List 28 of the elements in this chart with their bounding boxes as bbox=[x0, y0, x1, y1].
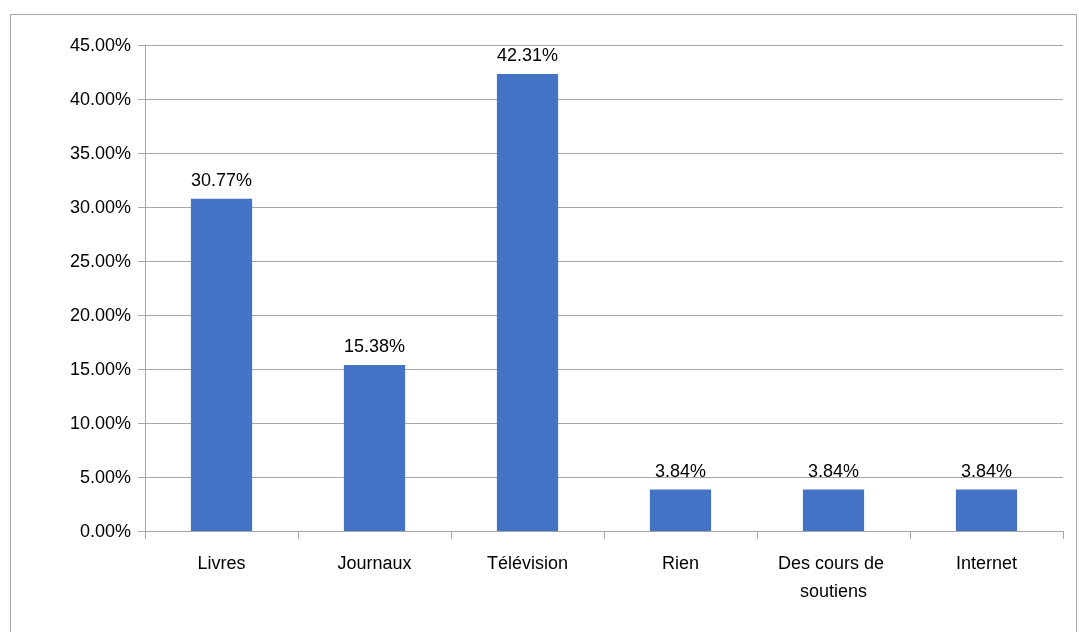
y-tick-label: 40.00% bbox=[69, 89, 131, 109]
x-tick-label: Journaux bbox=[337, 553, 412, 573]
data-label: 30.77% bbox=[190, 169, 253, 190]
x-tick-label: Télévision bbox=[486, 553, 569, 573]
y-tick-label: 15.00% bbox=[69, 359, 131, 379]
x-tick-label: Internet bbox=[955, 553, 1018, 573]
bar bbox=[190, 198, 253, 531]
y-tick-label: 35.00% bbox=[69, 143, 131, 163]
bar bbox=[343, 364, 406, 531]
bar bbox=[802, 489, 865, 531]
bar bbox=[649, 489, 712, 531]
bar bbox=[955, 489, 1018, 531]
data-label: 3.84% bbox=[960, 460, 1013, 481]
y-tick-label: 20.00% bbox=[69, 305, 131, 325]
y-tick-label: 10.00% bbox=[69, 413, 131, 433]
y-tick-label: 0.00% bbox=[79, 521, 131, 541]
data-label: 42.31% bbox=[496, 45, 559, 66]
y-tick-label: 30.00% bbox=[69, 197, 131, 217]
data-label: 3.84% bbox=[654, 460, 707, 481]
x-tick-label: Livres bbox=[197, 553, 246, 573]
x-tick-label: Des cours de soutiens bbox=[777, 553, 890, 601]
data-label: 3.84% bbox=[807, 460, 860, 481]
y-tick-label: 45.00% bbox=[69, 35, 131, 55]
y-tick-label: 5.00% bbox=[79, 467, 131, 487]
bar bbox=[496, 74, 559, 531]
y-tick-label: 25.00% bbox=[69, 251, 131, 271]
x-tick-label: Rien bbox=[661, 553, 700, 573]
data-label: 15.38% bbox=[343, 335, 406, 356]
